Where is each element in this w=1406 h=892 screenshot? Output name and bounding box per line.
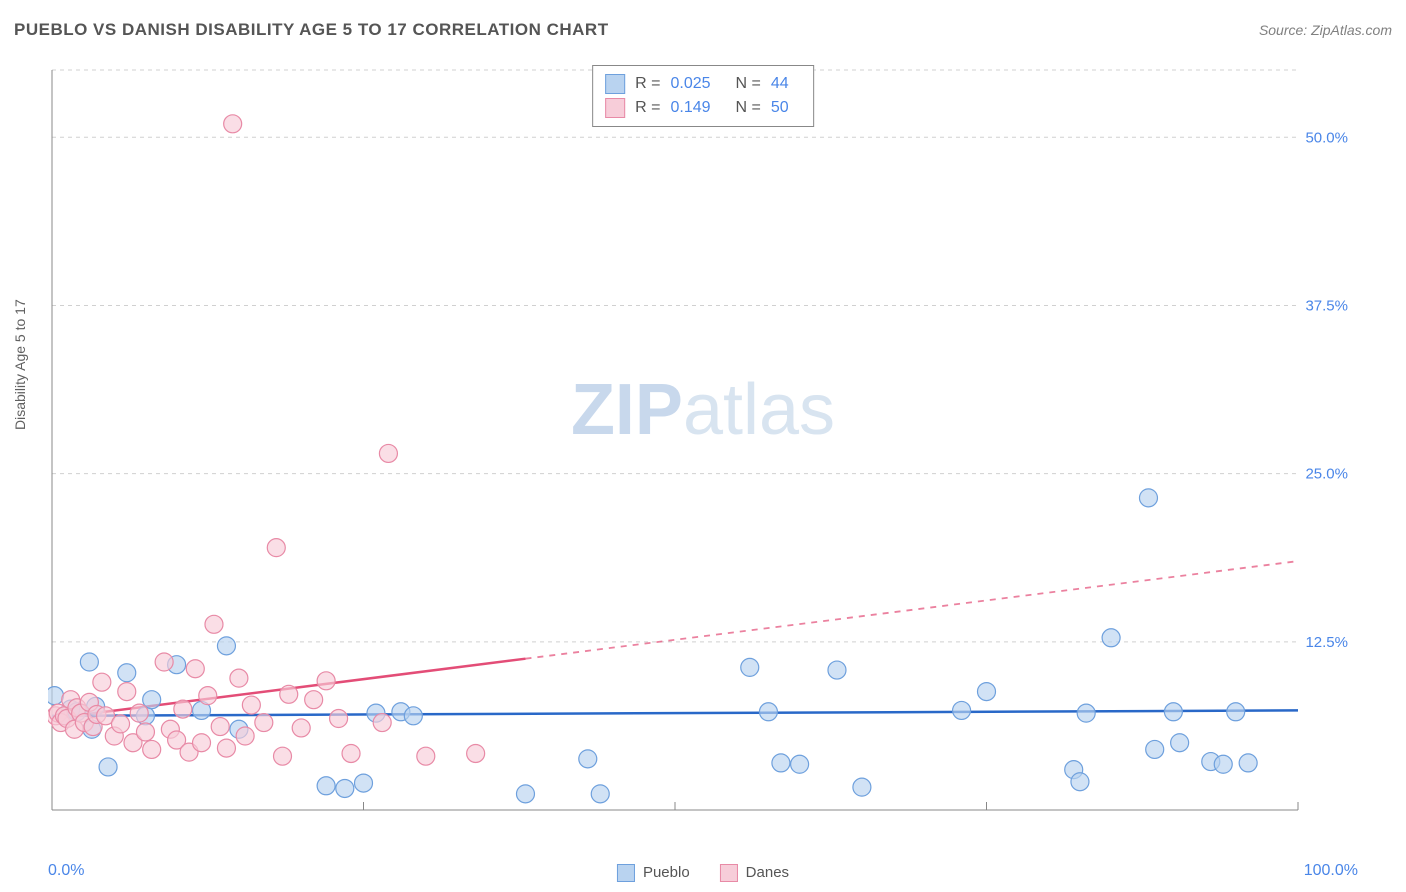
legend-r-label: R =	[635, 75, 660, 93]
legend-label: Danes	[746, 864, 789, 881]
x-axis-min-label: 0.0%	[48, 862, 84, 880]
svg-text:25.0%: 25.0%	[1305, 466, 1348, 483]
series-legend: Pueblo Danes	[617, 864, 789, 882]
legend-n-label: N =	[736, 75, 761, 93]
legend-r-label: R =	[635, 99, 660, 117]
legend-swatch	[605, 74, 625, 94]
svg-text:50.0%: 50.0%	[1305, 129, 1348, 146]
legend-label: Pueblo	[643, 864, 690, 881]
chart-title: PUEBLO VS DANISH DISABILITY AGE 5 TO 17 …	[14, 20, 609, 40]
legend-swatch	[720, 864, 738, 882]
legend-r-value: 0.149	[671, 99, 726, 117]
source-label: Source: ZipAtlas.com	[1259, 22, 1392, 38]
legend-swatch	[617, 864, 635, 882]
legend-row: R = 0.025 N = 44	[605, 72, 801, 96]
chart-area: 12.5% 25.0% 37.5% 50.0%	[48, 60, 1358, 830]
legend-n-value: 44	[771, 75, 801, 93]
legend-item: Danes	[720, 864, 789, 882]
legend-n-value: 50	[771, 99, 801, 117]
svg-text:12.5%: 12.5%	[1305, 634, 1348, 651]
legend-r-value: 0.025	[671, 75, 726, 93]
legend-swatch	[605, 98, 625, 118]
y-axis-label: Disability Age 5 to 17	[12, 299, 28, 430]
correlation-legend: R = 0.025 N = 44 R = 0.149 N = 50	[592, 65, 814, 127]
legend-row: R = 0.149 N = 50	[605, 96, 801, 120]
legend-item: Pueblo	[617, 864, 690, 882]
svg-text:37.5%: 37.5%	[1305, 297, 1348, 314]
x-axis-max-label: 100.0%	[1304, 862, 1358, 880]
legend-n-label: N =	[736, 99, 761, 117]
scatter-chart: 12.5% 25.0% 37.5% 50.0%	[48, 60, 1358, 830]
